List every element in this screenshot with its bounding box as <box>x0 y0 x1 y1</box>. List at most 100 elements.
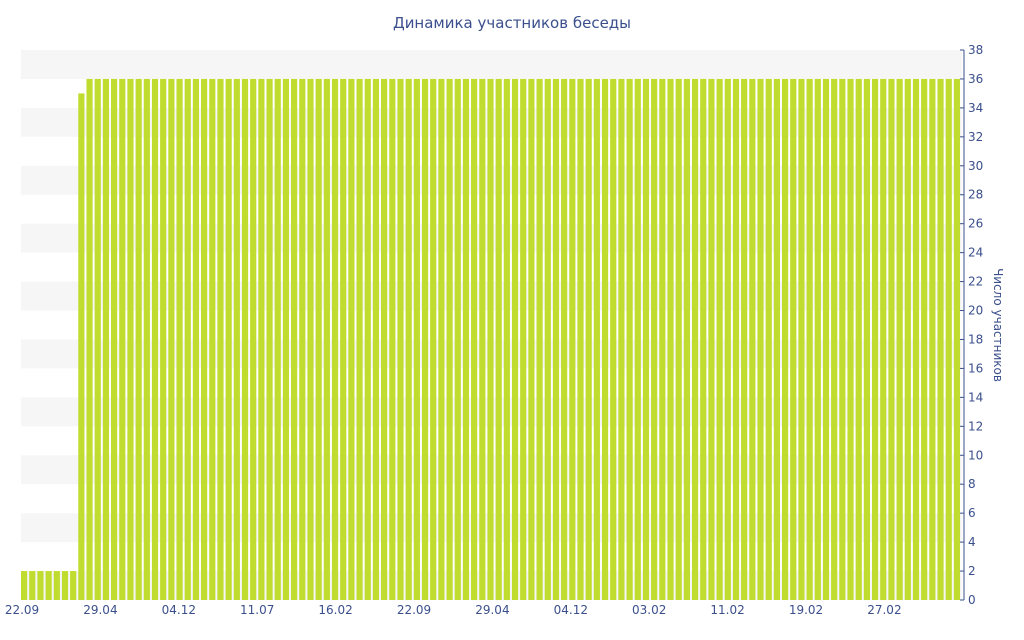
bar <box>585 78 592 600</box>
bar <box>340 78 347 600</box>
bar <box>250 78 257 600</box>
bar <box>863 78 870 600</box>
bar <box>880 78 887 600</box>
bar <box>119 78 126 600</box>
y-tick-label: 0 <box>968 593 976 607</box>
x-tick-label: 16.02 <box>318 603 352 617</box>
bar <box>937 78 944 600</box>
bar <box>618 78 625 600</box>
x-tick-label: 11.07 <box>240 603 274 617</box>
bar <box>544 78 551 600</box>
x-axis-ticks: 22.09 29.04 04.12 11.07 16.02 22.09 29.04 04.12… <box>5 603 902 617</box>
bar <box>29 571 36 600</box>
bar <box>21 571 28 600</box>
x-tick-label: 27.02 <box>867 603 901 617</box>
bar <box>397 78 404 600</box>
bar <box>691 78 699 600</box>
bar <box>135 78 142 600</box>
bar <box>209 78 216 600</box>
bar <box>847 78 854 600</box>
bar <box>651 78 658 600</box>
bar <box>70 571 77 600</box>
bar <box>528 78 535 600</box>
bar <box>282 78 290 600</box>
bar <box>356 78 363 600</box>
bar <box>577 78 584 600</box>
x-tick-label: 04.12 <box>162 603 196 617</box>
bar <box>160 78 167 600</box>
bar <box>78 93 85 601</box>
bar <box>348 78 355 600</box>
bar <box>904 78 911 600</box>
bar <box>389 78 396 600</box>
bar <box>593 78 600 600</box>
bar <box>381 78 388 600</box>
bar <box>781 78 789 600</box>
bar <box>446 78 453 600</box>
bar <box>258 78 265 600</box>
grid-band <box>21 50 962 79</box>
y-tick-label: 28 <box>968 188 983 202</box>
bar <box>503 78 510 600</box>
bar <box>667 78 674 600</box>
bar <box>225 78 232 600</box>
bar <box>855 78 862 600</box>
bar <box>716 78 723 600</box>
bar <box>814 78 821 600</box>
bar <box>323 78 330 600</box>
bar <box>241 78 249 600</box>
y-tick-label: 30 <box>968 159 983 173</box>
bar <box>569 78 576 600</box>
y-tick-label: 2 <box>968 564 976 578</box>
bar <box>831 78 838 600</box>
bar <box>724 78 731 600</box>
bar <box>111 78 118 600</box>
bar <box>168 78 175 600</box>
y-tick-label: 4 <box>968 535 976 549</box>
x-tick-label: 29.04 <box>475 603 509 617</box>
bar <box>151 78 159 600</box>
bar <box>683 78 690 600</box>
bar <box>659 78 666 600</box>
bar <box>741 78 748 600</box>
bar <box>798 78 805 600</box>
bar <box>642 78 650 600</box>
bar <box>806 78 813 600</box>
y-tick-label: 6 <box>968 506 976 520</box>
bar <box>822 78 830 600</box>
bar <box>520 78 527 600</box>
bar <box>266 78 273 600</box>
bar <box>479 78 486 600</box>
bar <box>888 78 895 600</box>
x-tick-label: 03.02 <box>632 603 666 617</box>
bar <box>37 571 44 600</box>
bar <box>307 78 314 600</box>
bars <box>21 78 960 601</box>
bar <box>929 78 936 600</box>
bar <box>708 78 715 600</box>
bar <box>405 78 412 600</box>
bar <box>201 78 208 600</box>
bar <box>315 78 322 600</box>
bar <box>765 78 772 600</box>
bar <box>757 78 764 600</box>
bar <box>413 78 420 600</box>
chart-title: Динамика участников беседы <box>393 14 631 32</box>
bar <box>53 571 60 600</box>
bar <box>176 78 183 600</box>
bar <box>610 78 617 600</box>
bar <box>953 78 960 600</box>
bar <box>471 78 478 600</box>
bar <box>454 78 461 600</box>
y-tick-label: 38 <box>968 43 983 57</box>
bar <box>773 78 780 600</box>
bar <box>634 78 641 600</box>
bar <box>626 78 633 600</box>
bar <box>274 78 281 600</box>
y-tick-label: 20 <box>968 304 983 318</box>
bar <box>94 78 101 600</box>
y-tick-label: 8 <box>968 477 976 491</box>
bar <box>601 78 609 600</box>
